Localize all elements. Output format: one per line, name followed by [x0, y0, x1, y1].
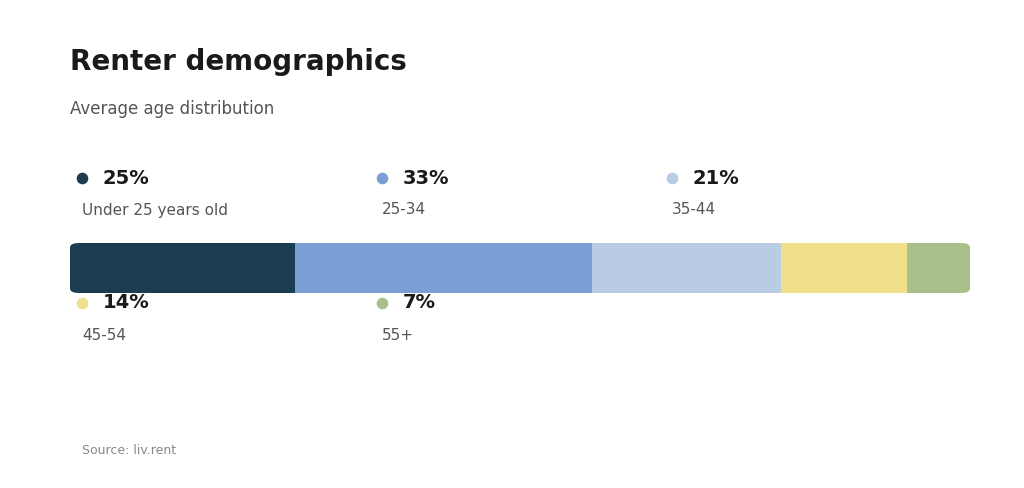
Text: 25-34: 25-34 — [382, 203, 426, 218]
Point — [74, 174, 90, 182]
FancyBboxPatch shape — [907, 243, 970, 293]
Text: 14%: 14% — [102, 293, 150, 312]
FancyBboxPatch shape — [70, 243, 295, 293]
Text: 7%: 7% — [402, 293, 436, 312]
Text: Renter demographics: Renter demographics — [70, 48, 407, 76]
Text: 33%: 33% — [402, 168, 450, 187]
Point — [374, 299, 390, 307]
Bar — [160, 243, 295, 293]
Text: Source: liv.rent: Source: liv.rent — [82, 444, 176, 456]
Text: 35-44: 35-44 — [673, 203, 717, 218]
Bar — [907, 243, 945, 293]
Point — [74, 299, 90, 307]
Point — [665, 174, 681, 182]
Bar — [295, 243, 592, 293]
Point — [374, 174, 390, 182]
Bar — [592, 243, 781, 293]
Text: 21%: 21% — [693, 168, 739, 187]
Text: Under 25 years old: Under 25 years old — [82, 203, 228, 218]
Text: 55+: 55+ — [382, 327, 415, 343]
Text: Average age distribution: Average age distribution — [70, 100, 273, 118]
Bar — [781, 243, 907, 293]
Text: 45-54: 45-54 — [82, 327, 126, 343]
Text: 25%: 25% — [102, 168, 150, 187]
